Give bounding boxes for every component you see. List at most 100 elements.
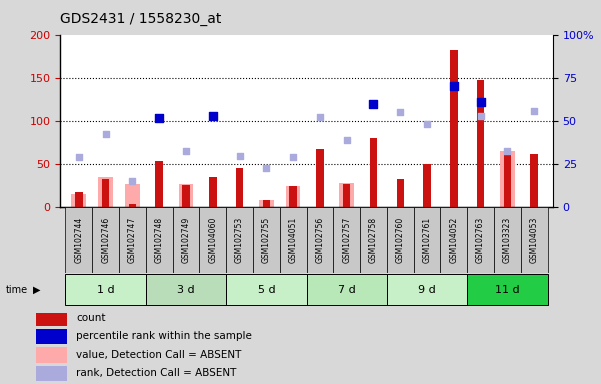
Text: percentile rank within the sample: percentile rank within the sample: [76, 331, 252, 341]
Text: 1 d: 1 d: [97, 285, 114, 295]
Bar: [66, 207, 92, 273]
Point: [315, 114, 325, 120]
Bar: [531, 154, 538, 207]
Bar: [182, 185, 190, 207]
Bar: [259, 200, 273, 207]
Bar: [494, 207, 521, 273]
Text: GSM102763: GSM102763: [476, 217, 485, 263]
Bar: [340, 183, 354, 207]
Bar: [500, 151, 514, 207]
Point: [476, 113, 486, 119]
Bar: [521, 207, 548, 273]
Bar: [441, 207, 467, 273]
Text: GSM102761: GSM102761: [423, 217, 432, 263]
Text: GSM103323: GSM103323: [503, 217, 512, 263]
Bar: [413, 207, 441, 273]
Text: GSM102753: GSM102753: [235, 217, 244, 263]
Text: GSM102744: GSM102744: [75, 217, 84, 263]
Text: GSM102746: GSM102746: [101, 217, 110, 263]
Bar: [178, 184, 194, 207]
Point: [395, 109, 405, 116]
Text: value, Detection Call = ABSENT: value, Detection Call = ABSENT: [76, 350, 242, 360]
Bar: [72, 194, 86, 207]
Text: GSM102756: GSM102756: [316, 217, 325, 263]
Text: 9 d: 9 d: [418, 285, 436, 295]
Bar: [423, 164, 431, 207]
Bar: [397, 179, 404, 207]
Bar: [370, 138, 377, 207]
Point: [208, 113, 218, 119]
Point: [449, 83, 459, 89]
Text: GSM104060: GSM104060: [209, 217, 218, 263]
Text: 11 d: 11 d: [495, 285, 520, 295]
Bar: [226, 274, 307, 306]
Text: GSM102760: GSM102760: [395, 217, 404, 263]
Bar: [504, 151, 511, 207]
Point: [181, 148, 191, 154]
Text: time: time: [6, 285, 28, 295]
Bar: [279, 207, 307, 273]
Bar: [467, 274, 548, 306]
Bar: [226, 207, 253, 273]
Bar: [316, 149, 324, 207]
Bar: [334, 207, 360, 273]
Bar: [307, 274, 387, 306]
Bar: [99, 177, 113, 207]
Point: [101, 131, 111, 137]
Bar: [66, 274, 146, 306]
Point: [476, 99, 486, 105]
Text: GSM102748: GSM102748: [154, 217, 163, 263]
Bar: [263, 200, 270, 207]
Text: GSM102749: GSM102749: [182, 217, 191, 263]
Text: GSM102755: GSM102755: [262, 217, 271, 263]
Bar: [146, 274, 226, 306]
Bar: [477, 80, 484, 207]
Text: GSM104051: GSM104051: [288, 217, 297, 263]
Bar: [102, 179, 109, 207]
Bar: [236, 167, 243, 207]
Text: rank, Detection Call = ABSENT: rank, Detection Call = ABSENT: [76, 368, 236, 378]
Point: [74, 154, 84, 161]
Bar: [35, 347, 67, 362]
Point: [502, 148, 512, 154]
Bar: [156, 161, 163, 207]
Text: GSM102747: GSM102747: [128, 217, 137, 263]
Text: GSM102757: GSM102757: [342, 217, 351, 263]
Bar: [129, 204, 136, 207]
Point: [423, 121, 432, 127]
Bar: [35, 310, 67, 326]
Bar: [125, 184, 140, 207]
Bar: [387, 274, 467, 306]
Point: [127, 178, 137, 185]
Bar: [119, 207, 146, 273]
Text: GSM104052: GSM104052: [450, 217, 459, 263]
Point: [235, 152, 245, 159]
Bar: [343, 184, 350, 207]
Point: [288, 154, 298, 161]
Bar: [200, 207, 226, 273]
Bar: [209, 177, 216, 207]
Bar: [146, 207, 172, 273]
Point: [529, 108, 539, 114]
Point: [154, 114, 164, 121]
Bar: [285, 186, 300, 207]
Bar: [35, 329, 67, 344]
Text: count: count: [76, 313, 105, 323]
Bar: [75, 192, 82, 207]
Text: GDS2431 / 1558230_at: GDS2431 / 1558230_at: [60, 12, 222, 25]
Point: [368, 101, 378, 107]
Bar: [450, 50, 457, 207]
Point: [261, 166, 271, 172]
Bar: [307, 207, 334, 273]
Bar: [387, 207, 413, 273]
Bar: [467, 207, 494, 273]
Bar: [253, 207, 279, 273]
Text: 5 d: 5 d: [257, 285, 275, 295]
Text: ▶: ▶: [33, 285, 40, 295]
Bar: [360, 207, 387, 273]
Text: 7 d: 7 d: [338, 285, 356, 295]
Bar: [289, 186, 297, 207]
Text: 3 d: 3 d: [177, 285, 195, 295]
Text: GSM102758: GSM102758: [369, 217, 378, 263]
Bar: [35, 366, 67, 381]
